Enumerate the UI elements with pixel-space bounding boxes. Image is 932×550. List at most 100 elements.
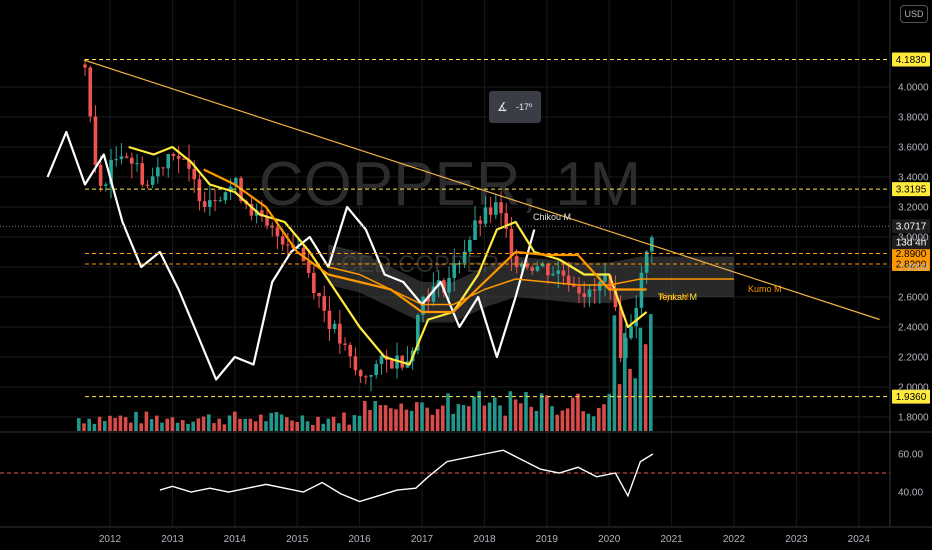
volume-bar [472, 396, 476, 431]
candle-body [499, 202, 503, 214]
volume-bar [617, 384, 622, 431]
candle-body [338, 323, 342, 344]
volume-bar [233, 411, 237, 431]
volume-bar [331, 416, 336, 431]
volume-bar [555, 414, 559, 431]
candle-body [483, 207, 488, 224]
volume-bar [316, 416, 320, 431]
volume-bar [222, 424, 227, 431]
candle-body [634, 307, 639, 327]
volume-bar [274, 412, 279, 431]
osc-tick-label: 40.00 [898, 488, 923, 499]
volume-bar [92, 423, 97, 431]
y-tick-label: 1.8000 [898, 413, 929, 424]
candle-body [306, 261, 311, 273]
volume-bar [326, 418, 331, 431]
series-tenkan-m [128, 145, 648, 366]
volume-bar [508, 391, 513, 431]
candle-body [452, 263, 457, 278]
candle-body [447, 277, 451, 293]
volume-bar [534, 410, 539, 431]
indicator-lines [46, 59, 880, 381]
candle-body [369, 375, 373, 377]
volume-bar [441, 405, 445, 431]
candle-body [566, 275, 571, 284]
candle-body [374, 363, 379, 376]
price-level-value: 1.9360 [896, 392, 927, 403]
price-level-value: 3.0717 [896, 222, 927, 233]
volume-bar [461, 405, 466, 431]
volume-bar [186, 423, 190, 431]
volume-bar [571, 397, 575, 431]
volume-bar [181, 420, 185, 431]
volume-bar [394, 409, 398, 431]
volume-bar [295, 421, 299, 431]
volume-bar [144, 411, 149, 431]
candle-body [280, 236, 285, 245]
volume-bar [446, 393, 450, 431]
candle-body [150, 176, 155, 185]
volume-bar [409, 410, 414, 431]
volume-bar [300, 415, 305, 431]
candle-body [509, 228, 514, 257]
volume-bar [643, 344, 648, 431]
volume-bar [420, 402, 424, 431]
currency-badge[interactable]: USD [900, 5, 928, 23]
x-tick-label: 2024 [848, 534, 871, 545]
candle-body [156, 167, 160, 177]
candle-body [119, 156, 124, 160]
x-tick-label: 2016 [348, 534, 371, 545]
candle-body [192, 168, 197, 180]
candle-body [275, 227, 280, 237]
volume-bar [477, 391, 481, 431]
candle-body [202, 201, 207, 207]
candle-body [332, 323, 337, 329]
candle-body [88, 67, 93, 117]
candle-body [603, 275, 607, 282]
y-tick-label: 3.0000 [898, 233, 929, 244]
tenkan-label: Tenkan M [658, 292, 697, 302]
volume-bar [155, 415, 159, 431]
candle-body [260, 210, 264, 217]
candle-body [478, 220, 483, 224]
price-level-tag [892, 52, 930, 67]
candle-body [525, 263, 529, 268]
candle-body [171, 153, 176, 156]
candle-body [520, 263, 524, 267]
volume-bar [227, 415, 232, 431]
series-kijun-m [203, 168, 647, 314]
volume-bar [581, 411, 585, 431]
y-tick-label: 2.2000 [898, 353, 929, 364]
candle-body [592, 289, 597, 291]
volume-bar [160, 422, 164, 431]
candle-body [83, 64, 87, 68]
volume-bar [633, 378, 637, 431]
candle-body [234, 178, 238, 187]
candle-body [457, 262, 462, 264]
trendline[interactable] [83, 59, 880, 321]
angle-tooltip: ∡ -17º [489, 91, 541, 123]
volume-bar [201, 416, 206, 431]
kumo-label: Kumo M [748, 284, 782, 294]
x-tick-label: 2022 [723, 534, 746, 545]
candle-body [265, 216, 269, 226]
y-tick-label: 3.4000 [898, 173, 929, 184]
volume-bar [238, 418, 242, 431]
price-level-value: 2.8900 [896, 249, 927, 260]
volume-bar [565, 408, 570, 431]
candle-body [540, 264, 545, 267]
volume-bar [597, 408, 601, 431]
candle-body [561, 270, 566, 276]
candle-body [296, 247, 301, 249]
countdown-tag [892, 235, 930, 250]
volume-bar [207, 414, 211, 431]
candle-body [546, 264, 550, 276]
angle-icon: ∡ [497, 100, 508, 114]
volume-bar [389, 408, 393, 431]
candle-body [322, 296, 327, 311]
volume-bar [129, 422, 133, 431]
volume-bar [342, 412, 346, 431]
candle-body [124, 156, 129, 158]
